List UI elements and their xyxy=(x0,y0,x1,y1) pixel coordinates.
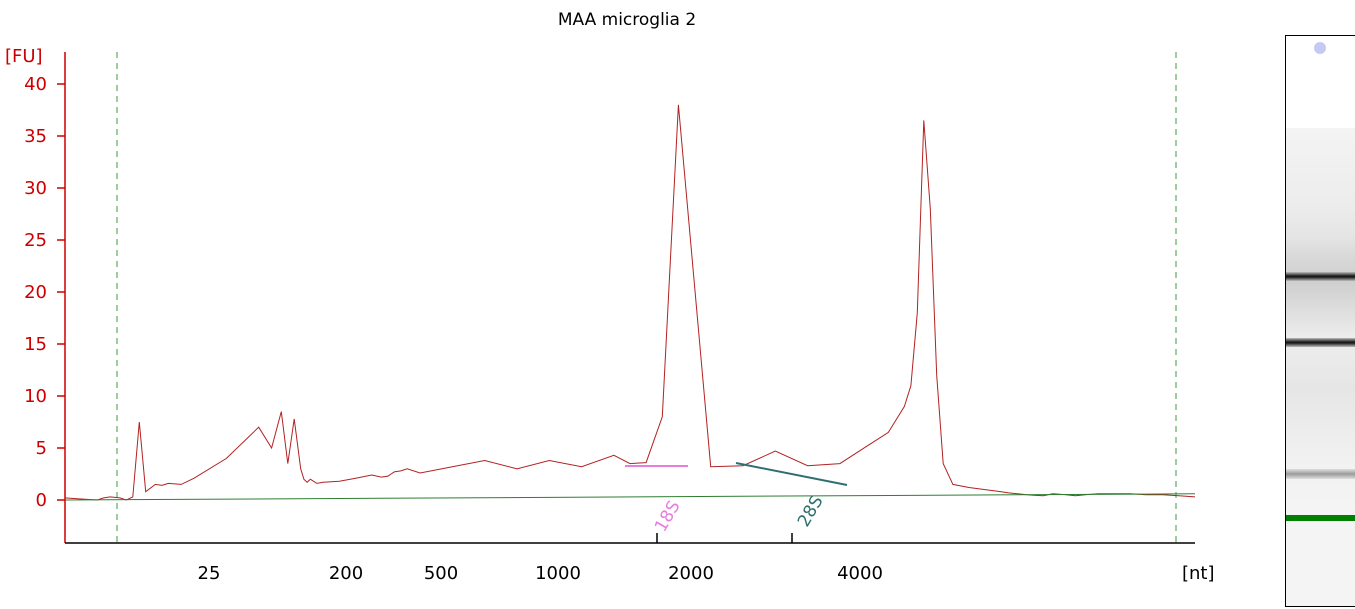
marker-lines xyxy=(116,52,1177,543)
baseline-trace xyxy=(64,493,1196,501)
y-tick-label: 25 xyxy=(24,230,47,251)
y-tick-label: 0 xyxy=(36,490,47,511)
chart-title: MAA microglia 2 xyxy=(558,10,696,30)
gel-band-28s xyxy=(1286,272,1355,281)
electropherogram-trace xyxy=(64,104,1196,501)
y-tick-label: 20 xyxy=(24,282,47,303)
gel-image-panel xyxy=(1285,35,1355,607)
gel-lane xyxy=(1286,128,1355,606)
peak-28s-label: 28S xyxy=(794,492,828,530)
y-axis-unit: [FU] xyxy=(5,46,43,67)
gel-band-small-rna xyxy=(1286,469,1355,479)
upper-marker-spot xyxy=(1314,42,1326,54)
x-tick-label: 500 xyxy=(424,563,458,584)
y-tick-label: 15 xyxy=(24,334,47,355)
peak-28s-baseline xyxy=(735,462,848,486)
y-axis-ticks: 0 5 10 15 20 25 30 35 40 xyxy=(24,74,65,511)
x-axis-unit: [nt] xyxy=(1182,563,1215,584)
x-tick-label: 200 xyxy=(329,563,363,584)
gel-band-18s xyxy=(1286,338,1355,347)
x-tick-label: 4000 xyxy=(837,563,883,584)
x-tick-label: 25 xyxy=(198,563,221,584)
y-tick-label: 40 xyxy=(24,74,47,95)
gel-band-lower-marker xyxy=(1286,515,1355,521)
axes xyxy=(64,52,1195,544)
traces xyxy=(64,104,1196,501)
x-tick-label: 2000 xyxy=(668,563,714,584)
x-tick-label: 1000 xyxy=(535,563,581,584)
y-tick-label: 5 xyxy=(36,438,47,459)
peak-annotations: 18S 28S xyxy=(625,462,848,536)
y-tick-label: 10 xyxy=(24,386,47,407)
y-tick-label: 35 xyxy=(24,126,47,147)
x-axis-ticks: 25 200 500 1000 2000 4000 xyxy=(198,533,883,584)
y-tick-label: 30 xyxy=(24,178,47,199)
peak-18s-label: 18S xyxy=(651,497,685,535)
electropherogram-chart: MAA microglia 2 [FU] [nt] 0 5 10 15 20 25 30 35… xyxy=(5,10,1215,584)
